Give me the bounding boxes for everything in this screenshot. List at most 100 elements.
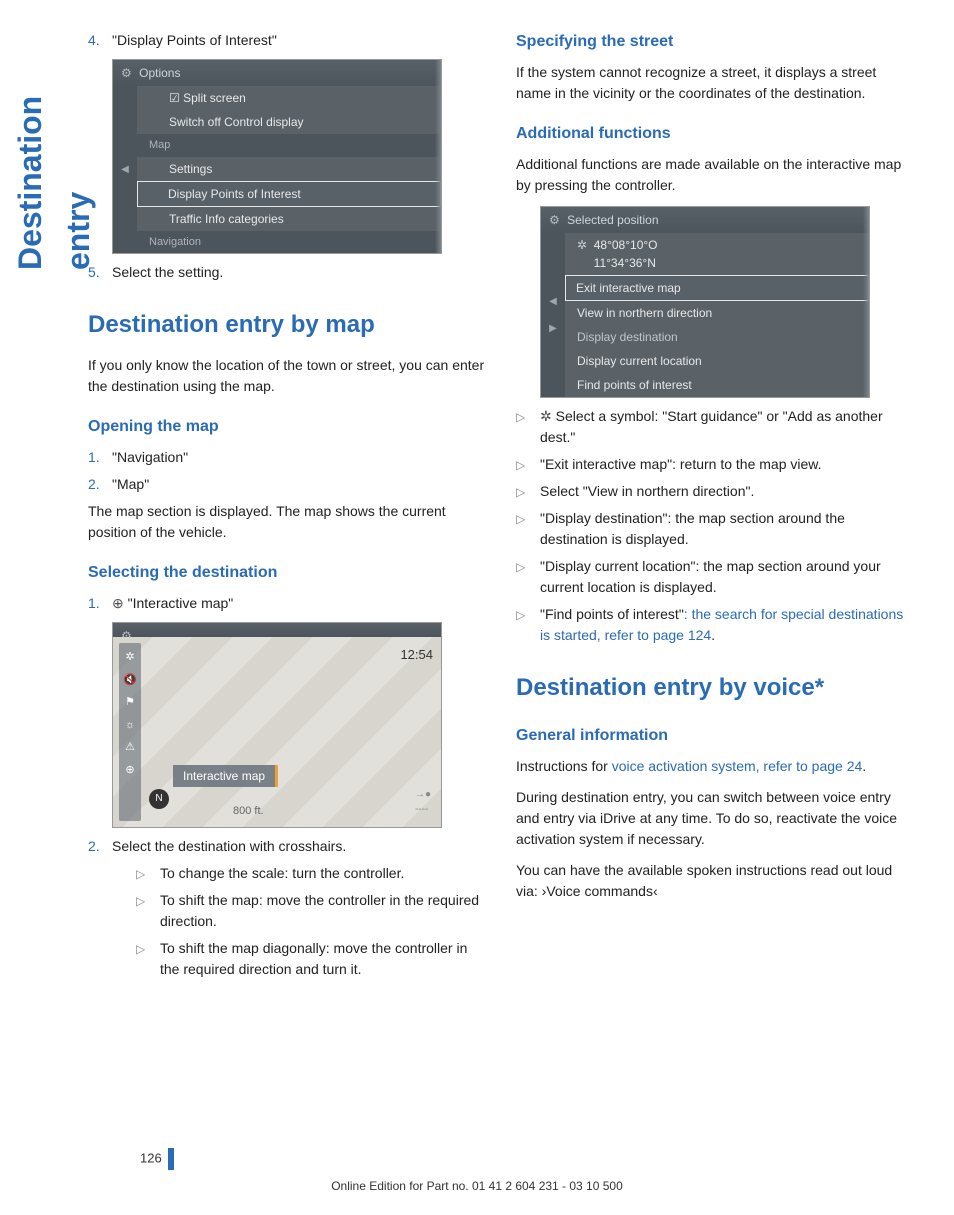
- step-5: Select the setting.: [88, 262, 486, 283]
- menu-display-destination: Display destination: [565, 325, 869, 349]
- gen-p2: During destination entry, you can switch…: [516, 787, 914, 850]
- shot3-body: ◀▶ ✲ 48°08°10°O 11°34°36°N Exit interact…: [541, 233, 869, 397]
- bullet-text: .: [711, 627, 715, 643]
- sel-step-1-text: "Interactive map": [128, 595, 234, 611]
- menu-exit-interactive-map: Exit interactive map: [565, 275, 869, 301]
- sel-step-2-list: Select the destination with crosshairs. …: [88, 836, 486, 980]
- left-column: "Display Points of Interest" ⚙ Options ◀…: [88, 30, 486, 1195]
- selecting-dest-steps: ⊕ "Interactive map": [88, 593, 486, 614]
- gen-p1: Instructions for voice activation system…: [516, 756, 914, 777]
- footer-edition: Online Edition for Part no. 01 41 2 604 …: [0, 1177, 954, 1195]
- target-icon: ✲: [540, 408, 552, 424]
- gear-icon: ⚙: [549, 213, 560, 227]
- sel-bullet: To change the scale: turn the controller…: [136, 863, 486, 884]
- page-number: 126: [140, 1148, 174, 1170]
- right-arrow-icon: ▶: [549, 321, 557, 336]
- sel-step-2-bullets: To change the scale: turn the controller…: [136, 863, 486, 980]
- content-columns: "Display Points of Interest" ⚙ Options ◀…: [48, 0, 954, 1215]
- coord-line-2: 11°34°36°N: [594, 256, 656, 270]
- page-num-bar: [168, 1148, 174, 1170]
- bullet-find-poi: "Find points of interest": the search fo…: [516, 604, 914, 646]
- bullet-select-symbol: ✲ Select a symbol: "Start guidance" or "…: [516, 406, 914, 448]
- bullet-exit-map: "Exit interactive map": return to the ma…: [516, 454, 914, 475]
- map-scale: 800 ft.: [233, 803, 264, 820]
- sel-bullet: To shift the map diagonally: move the co…: [136, 938, 486, 980]
- map-rail-icon: ⊕: [125, 762, 134, 779]
- sel-step-2-text: Select the destination with crosshairs.: [112, 838, 346, 854]
- shot3-menu: ✲ 48°08°10°O 11°34°36°N Exit interactive…: [565, 233, 869, 397]
- shot3-rail: ◀▶: [541, 233, 565, 397]
- step-4: "Display Points of Interest": [88, 30, 486, 51]
- controller-icon: ⊕: [112, 595, 124, 611]
- menu-cat-map: Map: [137, 134, 441, 157]
- sel-step-2: Select the destination with crosshairs. …: [88, 836, 486, 980]
- shot3-title: Selected position: [567, 213, 658, 227]
- gen-p1-pre: Instructions for: [516, 758, 612, 774]
- map-rail-icon: ⚠: [125, 739, 135, 756]
- page-number-text: 126: [140, 1150, 162, 1165]
- map-time: 12:54: [400, 645, 433, 665]
- shot3-header: ⚙ Selected position: [541, 207, 869, 233]
- sel-bullet: To shift the map: move the controller in…: [136, 890, 486, 932]
- menu-display-current-loc: Display current location: [565, 349, 869, 373]
- page: Destination entry "Display Points of Int…: [0, 0, 954, 1215]
- step-5-text: Select the setting.: [112, 264, 223, 280]
- map-banner: Interactive map: [173, 765, 278, 787]
- menu-display-poi: Display Points of Interest: [137, 181, 441, 207]
- h3-selecting-dest: Selecting the destination: [88, 561, 486, 585]
- shot-curve: [435, 60, 441, 253]
- h3-opening-map: Opening the map: [88, 415, 486, 439]
- step-4-text: "Display Points of Interest": [112, 32, 277, 48]
- h2-dest-entry-voice: Destination entry by voice*: [516, 670, 914, 706]
- bullet-text: "Find points of interest": [540, 606, 684, 622]
- menu-switch-off-display: Switch off Control display: [137, 110, 441, 134]
- link-voice-activation[interactable]: voice activation system, refer to page 2…: [612, 758, 863, 774]
- screenshot-interactive-map: ⚙ ✲ 🔇 ⚑ ☼ ⚠ ⊕ 12:54 Interactive map N 80…: [112, 622, 442, 828]
- menu-cat-navigation: Navigation: [137, 231, 441, 254]
- menu-split-screen: Split screen: [137, 86, 441, 110]
- h3-specifying-street: Specifying the street: [516, 30, 914, 54]
- screenshot-selected-position: ⚙ Selected position ◀▶ ✲ 48°08°10°O 11°3…: [540, 206, 870, 398]
- map-arrow-set: →●----: [415, 787, 431, 817]
- shot1-rail: ◀: [113, 86, 137, 253]
- street-p: If the system cannot recognize a street,…: [516, 62, 914, 104]
- open-step-1: "Navigation": [88, 447, 486, 468]
- right-column: Specifying the street If the system cann…: [516, 30, 914, 1195]
- map-rail-icon: 🔇: [123, 672, 137, 689]
- h3-additional-functions: Additional functions: [516, 122, 914, 146]
- menu-traffic-info: Traffic Info categories: [137, 207, 441, 231]
- map-rail-icon: ⚑: [125, 694, 135, 711]
- map-icon-rail: ✲ 🔇 ⚑ ☼ ⚠ ⊕: [119, 643, 141, 821]
- left-arrow-icon: ◀: [121, 162, 129, 177]
- map-rail-icon: ☼: [125, 717, 135, 734]
- additional-p: Additional functions are made available …: [516, 154, 914, 196]
- open-step-2: "Map": [88, 474, 486, 495]
- map-intro: If you only know the location of the tow…: [88, 355, 486, 397]
- menu-settings: Settings: [137, 157, 441, 181]
- menu-coords: ✲ 48°08°10°O 11°34°36°N: [565, 233, 869, 275]
- gen-p3: You can have the available spoken instru…: [516, 860, 914, 902]
- open-step-2-text: "Map": [112, 476, 149, 492]
- additional-bullets: ✲ Select a symbol: "Start guidance" or "…: [516, 406, 914, 646]
- menu-find-poi: Find points of interest: [565, 373, 869, 397]
- bullet-text: Select a symbol: "Start guidance" or "Ad…: [540, 408, 883, 445]
- shot1-body: ◀ Split screen Switch off Control displa…: [113, 86, 441, 253]
- opening-map-steps: "Navigation" "Map": [88, 447, 486, 495]
- opening-map-after: The map section is displayed. The map sh…: [88, 501, 486, 543]
- shot2-header: ⚙: [113, 623, 441, 637]
- coord-line-1: 48°08°10°O: [594, 238, 658, 252]
- bullet-display-dest: "Display destination": the map section a…: [516, 508, 914, 550]
- left-arrow-icon: ◀: [549, 294, 557, 309]
- bullet-view-northern: Select "View in northern direction".: [516, 481, 914, 502]
- map-rail-icon: ✲: [125, 649, 134, 666]
- open-step-1-text: "Navigation": [112, 449, 188, 465]
- step-4-list: "Display Points of Interest": [88, 30, 486, 51]
- gear-icon: ⚙: [121, 66, 132, 80]
- menu-view-northern: View in northern direction: [565, 301, 869, 325]
- h2-dest-entry-map: Destination entry by map: [88, 307, 486, 343]
- step-5-list: Select the setting.: [88, 262, 486, 283]
- shot-curve: [863, 207, 869, 397]
- side-tab: Destination entry: [0, 0, 48, 1215]
- screenshot-options-menu: ⚙ Options ◀ Split screen Switch off Cont…: [112, 59, 442, 254]
- target-icon: ✲: [577, 238, 587, 252]
